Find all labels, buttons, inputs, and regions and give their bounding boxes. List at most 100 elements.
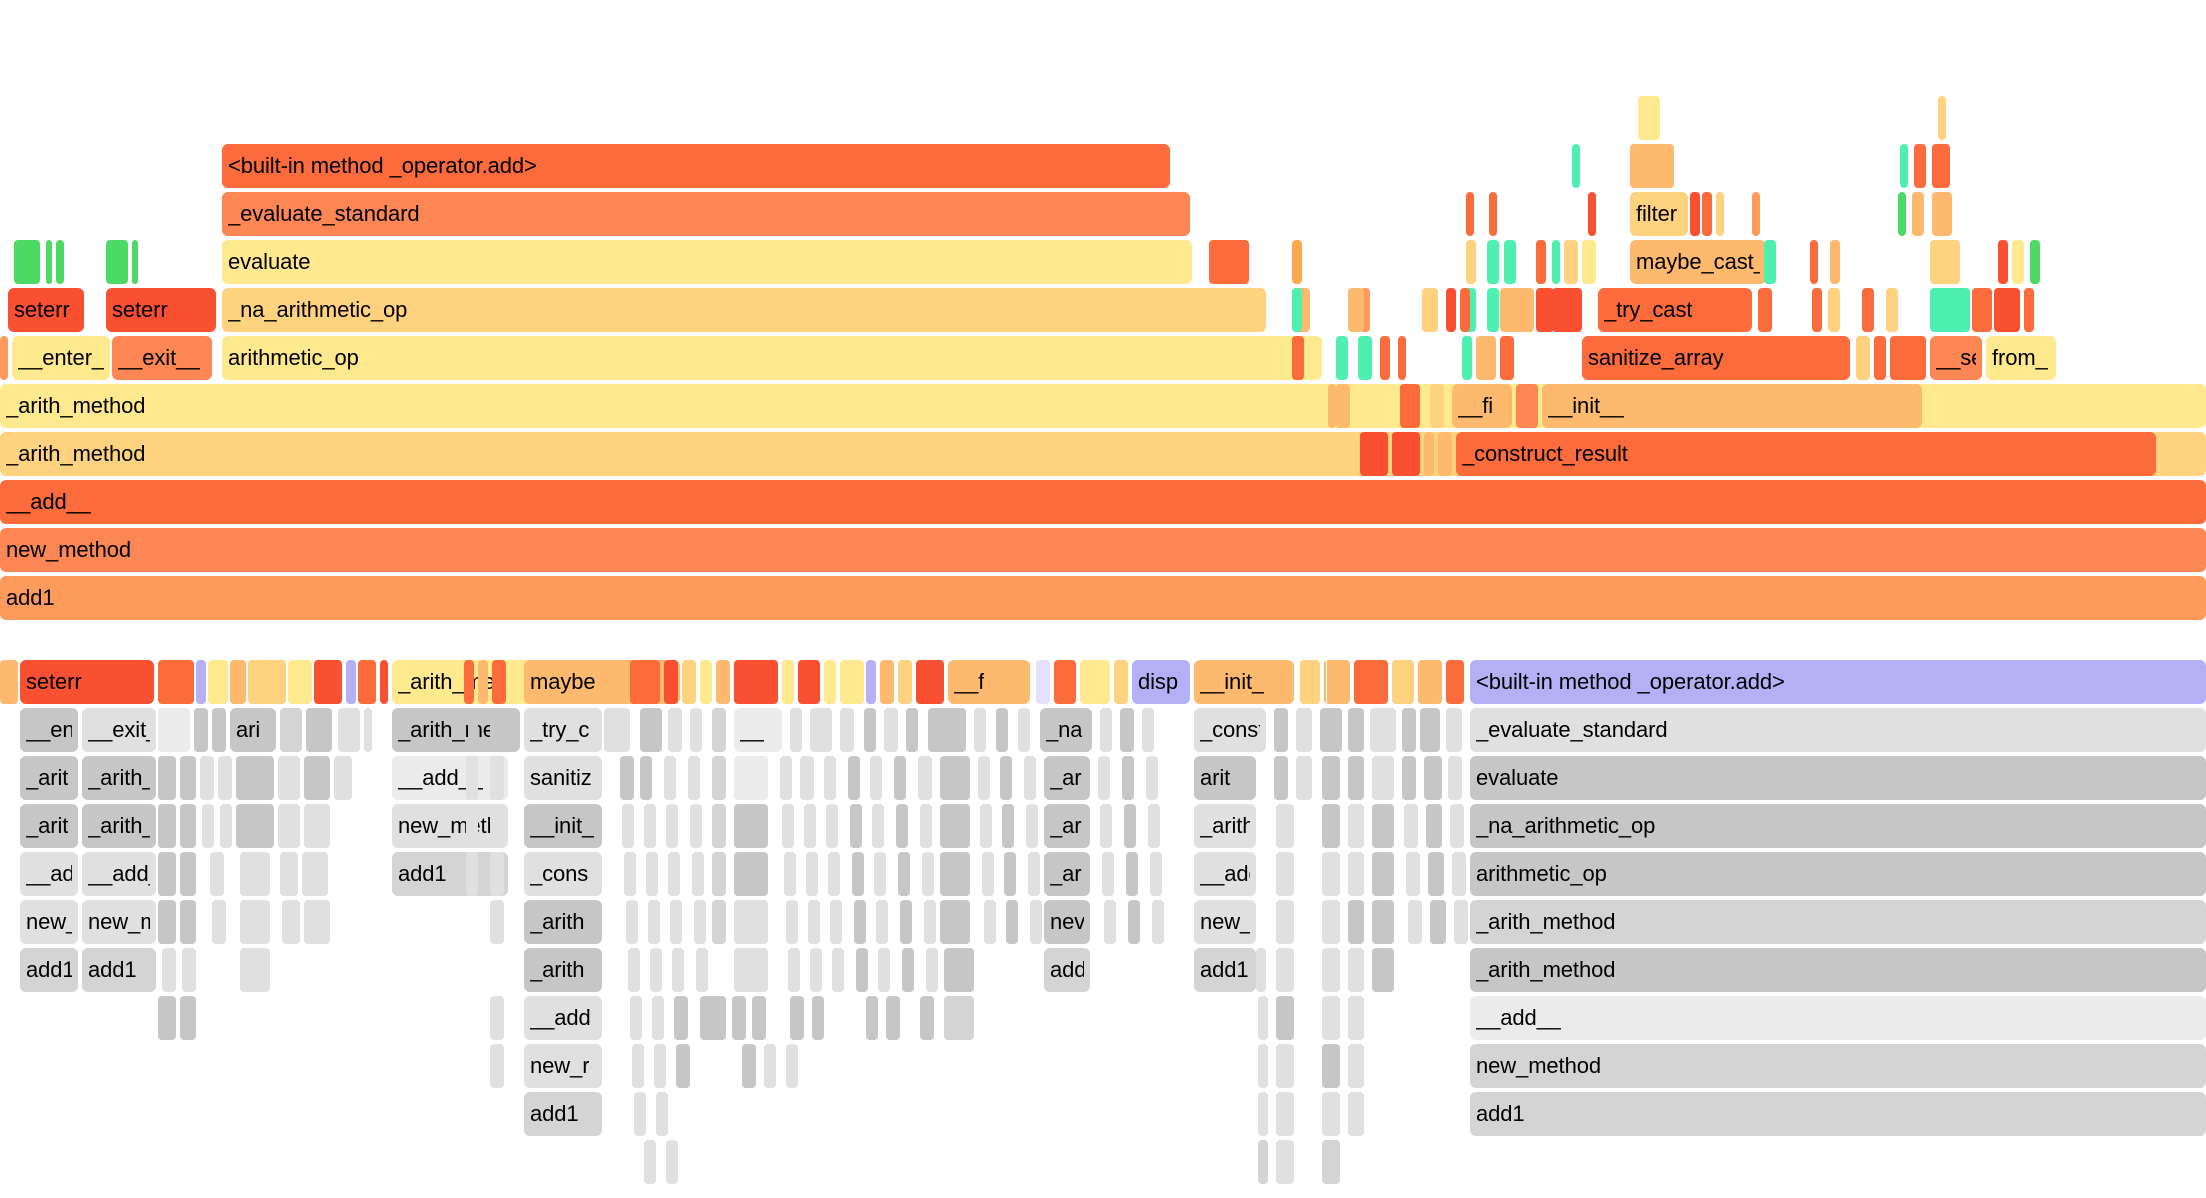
left-heavy-frame[interactable]: r — [1348, 996, 1364, 1040]
left-heavy-frame[interactable] — [1258, 1092, 1268, 1136]
left-heavy-frame[interactable]: add1 — [1194, 948, 1256, 992]
time-order-frame[interactable]: _evaluate_standard — [222, 192, 1190, 236]
left-heavy-frame[interactable] — [1148, 804, 1160, 848]
time-order-frame[interactable] — [1292, 336, 1304, 380]
left-heavy-frame[interactable] — [1446, 708, 1462, 752]
left-heavy-frame[interactable] — [1100, 708, 1112, 752]
left-heavy-frame[interactable]: . — [926, 948, 938, 992]
time-order-frame[interactable] — [2024, 288, 2034, 332]
left-heavy-frame[interactable] — [626, 900, 638, 944]
left-heavy-frame[interactable]: . — [1100, 804, 1112, 848]
left-heavy-frame[interactable] — [784, 852, 796, 896]
left-heavy-frame[interactable]: a — [490, 996, 504, 1040]
time-order-frame[interactable] — [1812, 288, 1822, 332]
time-order-frame[interactable] — [1752, 192, 1760, 236]
left-heavy-frame[interactable]: a — [604, 708, 630, 752]
left-heavy-frame[interactable]: . — [900, 900, 912, 944]
left-heavy-frame[interactable]: . — [850, 804, 862, 848]
left-heavy-frame[interactable]: __f — [948, 660, 1030, 704]
left-heavy-frame[interactable]: . — [864, 708, 876, 752]
time-order-frame[interactable] — [1764, 240, 1776, 284]
left-heavy-frame[interactable]: _ — [1348, 900, 1364, 944]
left-heavy-frame[interactable] — [1146, 756, 1158, 800]
time-order-frame[interactable] — [1462, 336, 1472, 380]
left-heavy-frame[interactable]: a — [1322, 1140, 1340, 1184]
left-heavy-frame[interactable]: _ — [1322, 948, 1340, 992]
left-heavy-frame[interactable]: a — [288, 660, 312, 704]
left-heavy-frame[interactable]: . — [978, 756, 990, 800]
left-heavy-frame[interactable]: _ — [1322, 996, 1340, 1040]
left-heavy-frame[interactable]: ari — [230, 708, 276, 752]
left-heavy-frame[interactable] — [346, 660, 356, 704]
time-order-frame[interactable] — [1358, 336, 1372, 380]
left-heavy-frame[interactable]: . — [982, 852, 994, 896]
time-order-frame[interactable] — [132, 240, 138, 284]
left-heavy-frame[interactable]: ad — [700, 996, 726, 1040]
time-order-frame[interactable]: seterr — [8, 288, 84, 332]
left-heavy-frame[interactable]: fi — [1370, 708, 1396, 752]
left-heavy-frame[interactable]: _ — [1322, 804, 1340, 848]
left-heavy-frame[interactable]: . — [826, 804, 838, 848]
left-heavy-frame[interactable] — [1028, 852, 1040, 896]
left-heavy-frame[interactable]: _a — [1320, 708, 1342, 752]
left-heavy-frame[interactable]: _arit — [20, 804, 78, 848]
left-heavy-frame[interactable]: _ — [1324, 660, 1350, 704]
left-heavy-frame[interactable]: _ — [712, 708, 726, 752]
left-heavy-frame[interactable]: f — [1080, 660, 1110, 704]
left-heavy-frame[interactable]: . — [996, 708, 1008, 752]
left-heavy-frame[interactable]: . — [1004, 852, 1016, 896]
time-order-frame[interactable]: __exit__ — [112, 336, 212, 380]
time-order-frame[interactable]: __se — [1930, 336, 1982, 380]
left-heavy-frame[interactable]: n — [280, 852, 298, 896]
left-heavy-frame[interactable]: _ — [808, 900, 820, 944]
left-heavy-frame[interactable]: . — [490, 756, 504, 800]
left-heavy-frame[interactable]: . — [672, 948, 684, 992]
left-heavy-frame[interactable]: _ — [158, 900, 176, 944]
time-order-frame[interactable] — [1460, 288, 1470, 332]
left-heavy-frame[interactable]: _ — [804, 804, 816, 848]
left-heavy-frame[interactable]: nev — [1044, 900, 1090, 944]
left-heavy-frame[interactable]: . — [1006, 900, 1018, 944]
left-heavy-frame[interactable]: __add__ — [1470, 996, 2206, 1040]
left-heavy-frame[interactable] — [628, 948, 640, 992]
left-heavy-frame[interactable] — [1402, 756, 1416, 800]
left-heavy-frame[interactable]: sanitiz — [524, 756, 602, 800]
left-heavy-frame[interactable]: add — [944, 996, 974, 1040]
left-heavy-frame[interactable]: _na_arithmetic_op — [1470, 804, 2206, 848]
left-heavy-frame[interactable]: m — [314, 660, 342, 704]
left-heavy-frame[interactable]: _ — [1296, 708, 1312, 752]
left-heavy-frame[interactable] — [646, 852, 658, 896]
left-heavy-frame[interactable]: r — [1300, 660, 1320, 704]
left-heavy-frame[interactable]: . — [884, 708, 898, 752]
left-heavy-frame[interactable]: _arith — [524, 900, 602, 944]
left-heavy-frame[interactable]: _ar — [1044, 756, 1090, 800]
left-heavy-frame[interactable]: _ — [1372, 852, 1394, 896]
time-order-frame[interactable] — [1900, 144, 1908, 188]
time-order-frame[interactable] — [1572, 144, 1580, 188]
time-order-frame[interactable]: add1 — [0, 576, 2206, 620]
left-heavy-frame[interactable]: __ — [734, 708, 782, 752]
left-heavy-frame[interactable]: a — [0, 660, 18, 704]
left-heavy-frame[interactable]: n — [1348, 708, 1364, 752]
left-heavy-frame[interactable]: add1 — [82, 948, 156, 992]
time-order-frame[interactable] — [1292, 240, 1302, 284]
left-heavy-frame[interactable]: a — [1276, 804, 1294, 848]
left-heavy-frame[interactable] — [644, 804, 656, 848]
time-order-frame[interactable] — [1292, 288, 1302, 332]
left-heavy-frame[interactable]: __co — [928, 708, 966, 752]
left-heavy-frame[interactable]: n — [1276, 852, 1294, 896]
left-heavy-frame[interactable]: _ — [800, 756, 814, 800]
time-order-frame[interactable]: _ — [1856, 336, 1870, 380]
left-heavy-frame[interactable] — [1124, 804, 1136, 848]
time-order-frame[interactable]: s — [1336, 384, 1350, 428]
time-order-frame[interactable] — [1938, 96, 1946, 140]
time-order-frame[interactable]: n — [1994, 288, 2020, 332]
left-heavy-frame[interactable]: _arith_ — [1194, 804, 1256, 848]
left-heavy-frame[interactable]: _ — [1322, 900, 1340, 944]
flame-chart-time-order[interactable]: <built-in method _operator.add> _evaluate… — [0, 0, 2206, 640]
left-heavy-frame[interactable]: _ — [712, 852, 726, 896]
left-heavy-frame[interactable] — [1454, 900, 1468, 944]
left-heavy-frame[interactable]: new_r — [524, 1044, 602, 1088]
left-heavy-frame[interactable] — [630, 996, 642, 1040]
time-order-frame[interactable]: _try_cast — [1598, 288, 1752, 332]
